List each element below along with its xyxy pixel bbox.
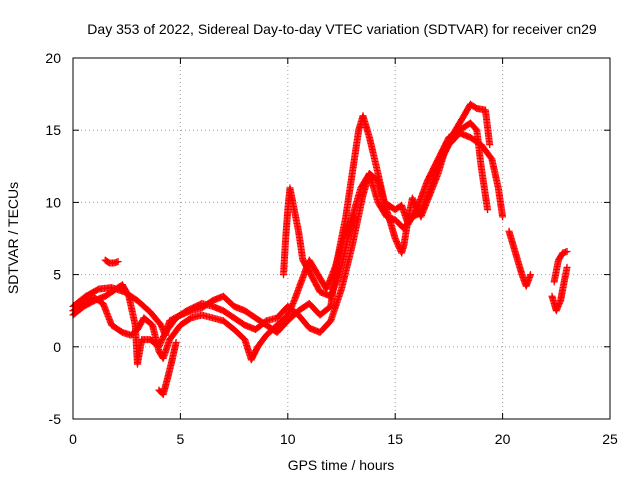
y-tick-label: 5 (53, 267, 61, 283)
x-tick-label: 20 (495, 431, 511, 447)
series-track-d (280, 184, 358, 300)
plus-marker (527, 271, 535, 279)
plus-marker (563, 247, 571, 255)
plus-marker (499, 213, 507, 221)
series-track-e (505, 227, 535, 290)
y-tick-label: 10 (45, 194, 61, 210)
x-tick-label: 10 (280, 431, 296, 447)
series-track-f (548, 263, 571, 315)
series-track-h (101, 256, 122, 267)
plus-marker (563, 263, 571, 271)
y-tick-label: -5 (49, 411, 62, 427)
data-marks (69, 100, 571, 398)
series-track-g (550, 247, 571, 286)
plus-marker (114, 258, 122, 266)
series-track-b (69, 100, 494, 339)
x-tick-label: 15 (387, 431, 403, 447)
plus-marker (486, 141, 494, 149)
x-tick-label: 0 (69, 431, 77, 447)
plus-marker (172, 338, 180, 346)
plot-frame (72, 57, 611, 420)
y-axis-label: SDTVAR / TECUs (5, 182, 21, 294)
y-tick-label: 0 (53, 339, 61, 355)
chart-title: Day 353 of 2022, Sidereal Day-to-day VTE… (87, 21, 597, 37)
y-tick-label: 15 (45, 122, 61, 138)
x-tick-label: 25 (602, 431, 618, 447)
series-track-i (155, 338, 180, 398)
x-tick-labels: 0 5 10 15 20 25 (69, 431, 618, 447)
plus-marker (350, 213, 358, 221)
plus-marker (484, 206, 492, 214)
y-tick-labels: -5 0 5 10 15 20 (45, 50, 61, 427)
x-axis-label: GPS time / hours (288, 457, 395, 473)
y-tick-label: 20 (45, 50, 61, 66)
x-tick-label: 5 (177, 431, 185, 447)
